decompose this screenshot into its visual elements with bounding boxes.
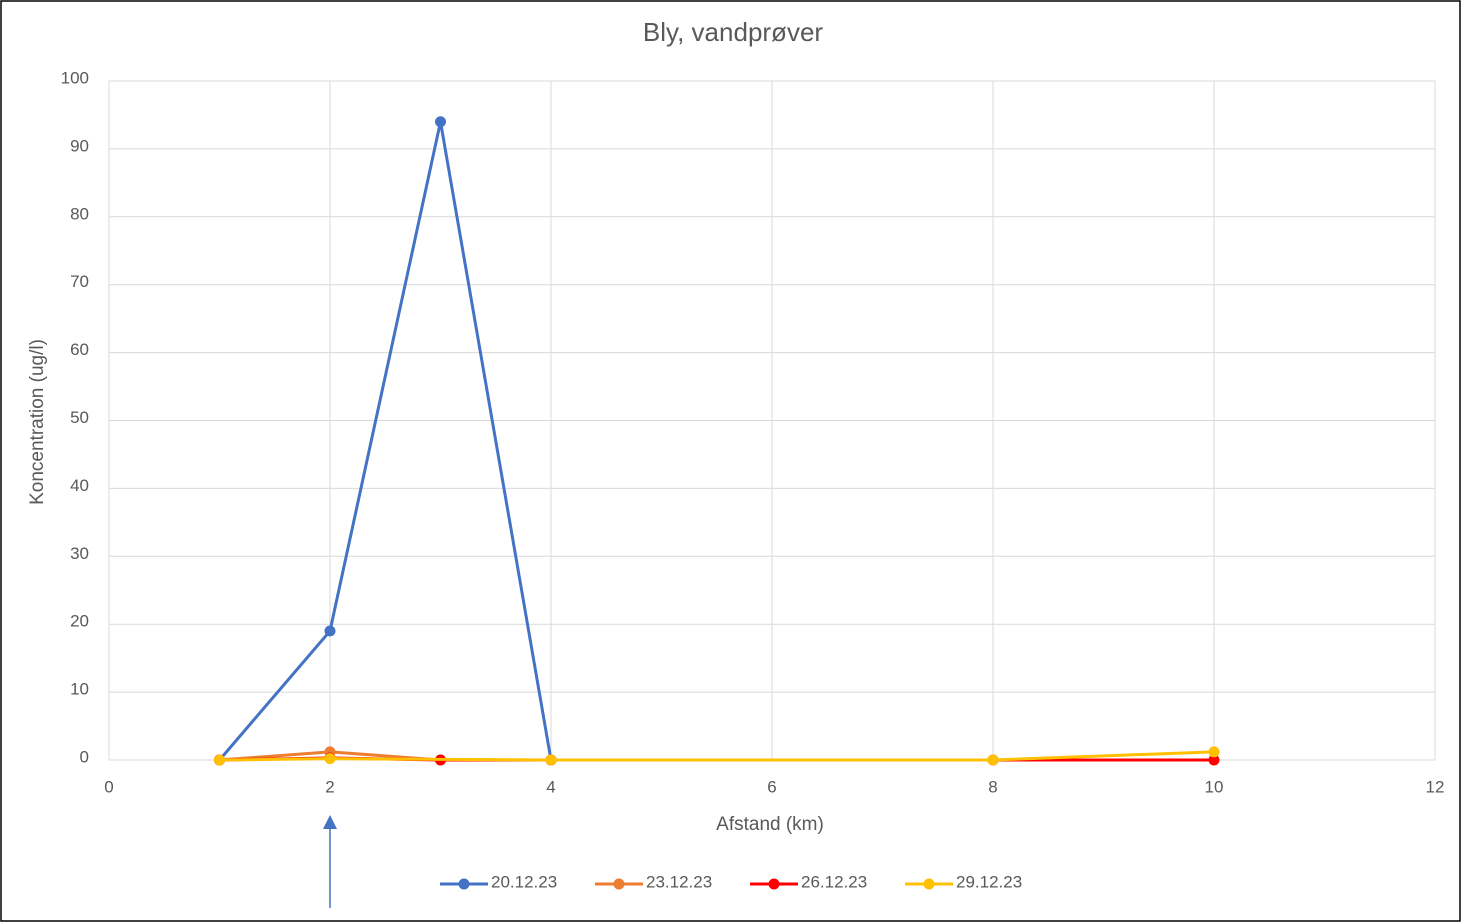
legend-label: 23.12.23 [646,872,712,891]
legend-marker [613,878,625,890]
y-tick-label: 50 [70,408,89,427]
data-point [1208,754,1220,766]
data-point [324,753,336,765]
data-point [214,754,225,766]
x-tick-label: 4 [546,777,555,796]
chart-title: Bly, vandprøver [643,17,823,47]
y-tick-label: 10 [70,680,89,699]
y-tick-label: 70 [70,272,89,291]
y-tick-label: 40 [70,476,89,495]
x-tick-label: 2 [325,777,334,796]
y-axis-title: Koncentration (ug/l) [27,339,48,505]
data-point [1208,746,1220,758]
data-point [324,625,336,637]
legend-label: 26.12.23 [801,872,867,891]
x-tick-label: 8 [988,777,997,796]
arrow-annotation [323,815,337,908]
data-point [435,116,446,128]
data-point [545,754,557,766]
y-tick-label: 80 [70,204,89,223]
x-tick-label: 6 [767,777,776,796]
x-tick-label: 10 [1205,777,1224,796]
legend-label: 29.12.23 [956,872,1022,891]
y-tick-label: 100 [61,68,89,87]
legend-marker [768,878,780,890]
legend-label: 20.12.23 [491,872,557,891]
legend-marker [458,878,470,890]
y-tick-label: 0 [80,747,89,766]
x-tick-label: 12 [1426,777,1445,796]
y-tick-label: 90 [70,136,89,155]
legend-marker [923,878,935,890]
data-point [987,754,999,766]
y-tick-label: 20 [70,612,89,631]
y-tick-label: 30 [70,544,89,563]
series-line [218,120,553,761]
x-tick-label: 0 [104,777,113,796]
x-axis-title: Afstand (km) [716,814,824,835]
y-tick-label: 60 [70,340,89,359]
